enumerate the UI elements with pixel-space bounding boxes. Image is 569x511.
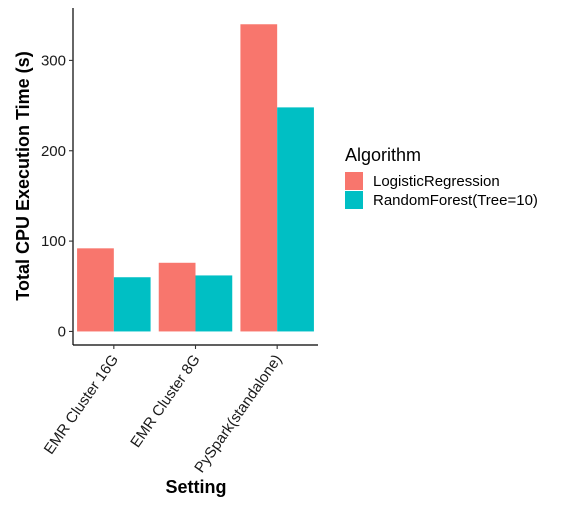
legend: Algorithm LogisticRegression RandomForest… [345, 145, 538, 209]
bar [77, 248, 114, 332]
x-axis-title: Setting [166, 477, 227, 497]
y-tick-label: 0 [58, 323, 66, 340]
legend-label: RandomForest(Tree=10) [373, 192, 538, 209]
y-tick-label: 200 [41, 143, 66, 160]
x-tick-label: PySpark(standalone) [191, 352, 285, 476]
legend-label: LogisticRegression [373, 173, 500, 190]
bar [113, 277, 151, 332]
y-tick-label: 100 [41, 233, 66, 250]
bar [158, 262, 196, 332]
legend-key [345, 172, 363, 190]
bar [195, 275, 233, 332]
legend-title: Algorithm [345, 145, 421, 165]
x-tick-label: EMR Cluster 8G [127, 352, 204, 451]
legend-items: LogisticRegression RandomForest(Tree=10) [345, 172, 538, 209]
bar [240, 24, 278, 332]
y-tick-label: 300 [41, 52, 66, 69]
y-axis-title: Total CPU Execution Time (s) [13, 51, 33, 300]
x-ticks-group: EMR Cluster 16G EMR Cluster 8GPySpark(sta… [41, 345, 285, 476]
bar [277, 107, 314, 332]
y-ticks-group: 0 100 200 300 [41, 52, 73, 340]
legend-key [345, 191, 363, 209]
bars-group [77, 24, 314, 332]
x-tick-label: EMR Cluster 16G [41, 352, 122, 458]
